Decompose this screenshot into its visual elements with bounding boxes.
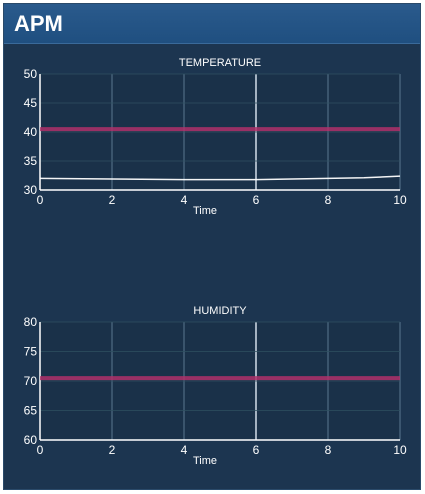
temperature-series-line-0 bbox=[39, 175, 401, 181]
temperature-x-tick-label: 10 bbox=[393, 193, 407, 207]
humidity-y-tick-label: 65 bbox=[24, 404, 38, 418]
humidity-x-tick-label: 0 bbox=[37, 443, 44, 457]
humidity-chart: HUMIDITY 0 2 4 6 8 10 60 65 70 75 80 Time bbox=[24, 305, 407, 467]
humidity-x-axis-label: Time bbox=[193, 455, 217, 467]
humidity-x-tick-label: 2 bbox=[109, 443, 116, 457]
humidity-y-tick-label: 80 bbox=[24, 315, 38, 329]
window-title: APM bbox=[14, 11, 63, 36]
temperature-y-tick-label: 30 bbox=[24, 183, 38, 197]
temperature-y-tick-label: 50 bbox=[24, 67, 38, 81]
temperature-chart-title: TEMPERATURE bbox=[179, 57, 261, 69]
temperature-y-tick-label: 40 bbox=[24, 125, 38, 139]
humidity-x-tick-label: 4 bbox=[181, 443, 188, 457]
temperature-x-tick-label: 4 bbox=[181, 193, 188, 207]
temperature-x-tick-label: 8 bbox=[325, 193, 332, 207]
temperature-x-tick-label: 6 bbox=[253, 193, 260, 207]
humidity-x-tick-label: 8 bbox=[325, 443, 332, 457]
temperature-y-tick-label: 35 bbox=[24, 154, 38, 168]
humidity-x-tick-label: 10 bbox=[393, 443, 407, 457]
humidity-y-tick-label: 75 bbox=[24, 345, 38, 359]
humidity-y-tick-label: 70 bbox=[24, 374, 38, 388]
humidity-chart-title: HUMIDITY bbox=[193, 305, 247, 317]
humidity-y-tick-label: 60 bbox=[24, 433, 38, 447]
humidity-x-tick-label: 6 bbox=[253, 443, 260, 457]
temperature-x-tick-label: 0 bbox=[37, 193, 44, 207]
temperature-chart: TEMPERATURE 0 2 4 6 8 10 30 35 40 45 50 Time bbox=[24, 57, 407, 217]
temperature-y-tick-label: 45 bbox=[24, 96, 38, 110]
temperature-x-axis-label: Time bbox=[193, 205, 217, 217]
title-bar: APM bbox=[4, 4, 420, 44]
temperature-x-tick-label: 2 bbox=[109, 193, 116, 207]
